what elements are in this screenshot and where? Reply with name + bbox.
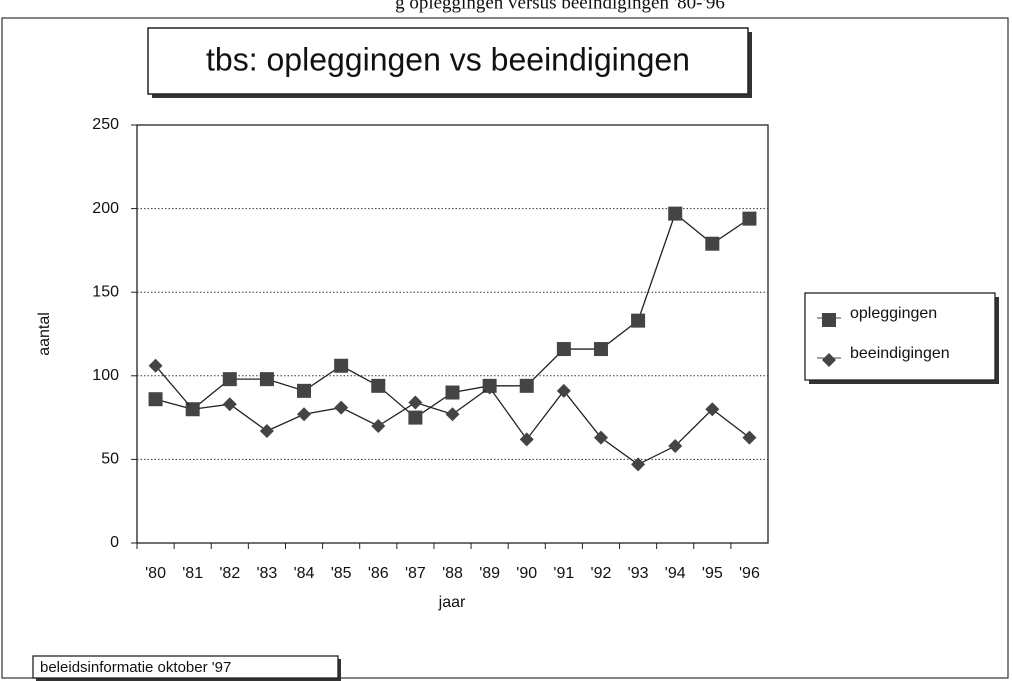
y-tick-label: 100 [92,367,119,384]
x-tick-label: '91 [553,565,574,582]
x-tick-label: '84 [294,565,315,582]
marker [297,383,312,398]
x-tick-label: '92 [591,565,612,582]
plot-area [136,124,769,544]
chart-title: tbs: opleggingen vs beeindigingen [206,41,690,77]
marker [222,397,237,412]
marker [631,313,646,328]
marker [148,358,163,373]
marker [445,385,460,400]
x-tick-label: '81 [182,565,203,582]
marker [148,392,163,407]
y-axis-label: aantal [36,312,53,356]
marker [822,313,836,327]
x-tick-label: '94 [665,565,686,582]
marker [668,206,683,221]
x-tick-label: '82 [219,565,240,582]
title-box [147,27,749,95]
marker [519,432,534,447]
y-tick-label: 0 [110,534,119,551]
x-tick-label: '96 [739,565,760,582]
marker [593,430,608,445]
x-tick-label: '93 [628,565,649,582]
marker [408,395,423,410]
x-tick-label: '87 [405,565,426,582]
marker [222,372,237,387]
y-tick-label: 200 [92,200,119,217]
marker [705,402,720,417]
marker [519,378,534,393]
marker [297,407,312,422]
marker [742,211,757,226]
marker [742,430,757,445]
marker [445,407,460,422]
marker [408,410,423,425]
marker [556,342,571,357]
marker [334,358,349,373]
legend-box [804,292,996,381]
footer: beleidsinformatie oktober '97 [40,659,231,676]
y-tick-label: 50 [101,451,119,468]
x-tick-label: '90 [516,565,537,582]
marker [259,372,274,387]
marker [371,418,386,433]
marker [371,378,386,393]
marker [334,400,349,415]
marker [631,457,646,472]
x-axis-label: jaar [438,594,466,611]
caption: g opleggingen versus beeindigingen '80-'… [395,0,725,13]
footer-box [32,655,339,679]
x-tick-label: '88 [442,565,463,582]
y-tick-label: 150 [92,283,119,300]
x-tick-label: '83 [256,565,277,582]
legend-label: beeindigingen [850,345,950,362]
marker [822,353,836,367]
frame [1,17,1009,679]
marker [593,342,608,357]
x-tick-label: '85 [331,565,352,582]
x-tick-label: '89 [479,565,500,582]
y-tick-label: 250 [92,116,119,133]
legend-label: opleggingen [850,305,937,322]
marker [668,439,683,454]
x-tick-label: '86 [368,565,389,582]
x-tick-label: '95 [702,565,723,582]
marker [705,236,720,251]
marker [185,402,200,417]
marker [556,383,571,398]
marker [482,380,497,395]
x-tick-label: '80 [145,565,166,582]
marker [259,423,274,438]
